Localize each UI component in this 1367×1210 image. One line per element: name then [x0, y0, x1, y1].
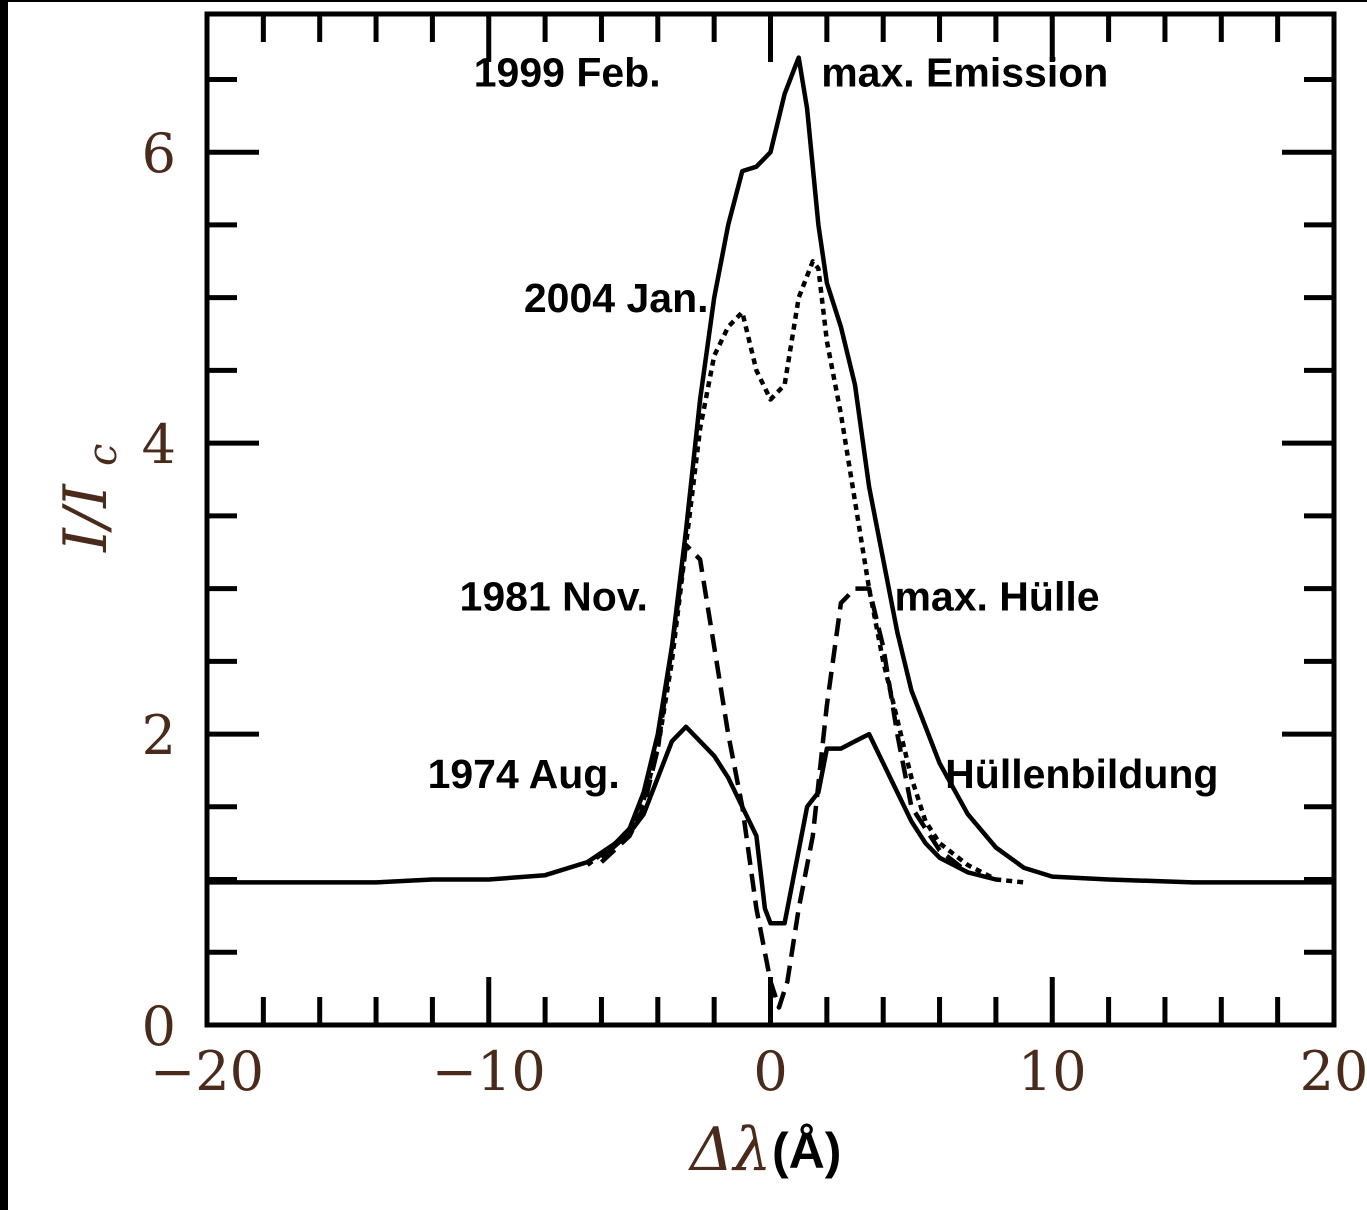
plot-frame [204, 11, 1337, 1028]
x-axis-unit: (Å) [772, 1123, 841, 1179]
figure-panel [8, 2, 1367, 1210]
annotation-label: 1981 Nov. [460, 573, 648, 619]
y-tick-label: 6 [142, 122, 176, 185]
x-tick-label: 20 [1300, 1040, 1367, 1103]
y-tick-label: 2 [142, 704, 176, 767]
annotation-label: 1999 Feb. [474, 50, 661, 96]
series-line-2 [599, 542, 970, 1010]
annotation-label: 1974 Aug. [428, 751, 620, 797]
series-line-3 [600, 724, 997, 926]
y-tick-label: 0 [142, 995, 176, 1058]
annotation-label: max. Hülle [894, 573, 1099, 619]
x-axis-symbol: Δλ [688, 1115, 771, 1185]
x-tick-label: −20 [150, 1040, 264, 1103]
y-axis-label: I/I c [51, 444, 126, 553]
x-tick-label: 10 [1018, 1040, 1087, 1103]
annotation-label: Hüllenbildung [945, 751, 1218, 797]
y-axis-label-text: I/I [51, 483, 121, 553]
y-tick-label: 4 [142, 413, 176, 476]
annotation-label: max. Emission [821, 50, 1108, 96]
x-tick-label: 0 [753, 1040, 787, 1103]
x-tick-label: −10 [432, 1040, 546, 1103]
annotation-label: 2004 Jan. [524, 275, 709, 321]
y-axis-label-sub: c [80, 444, 126, 466]
